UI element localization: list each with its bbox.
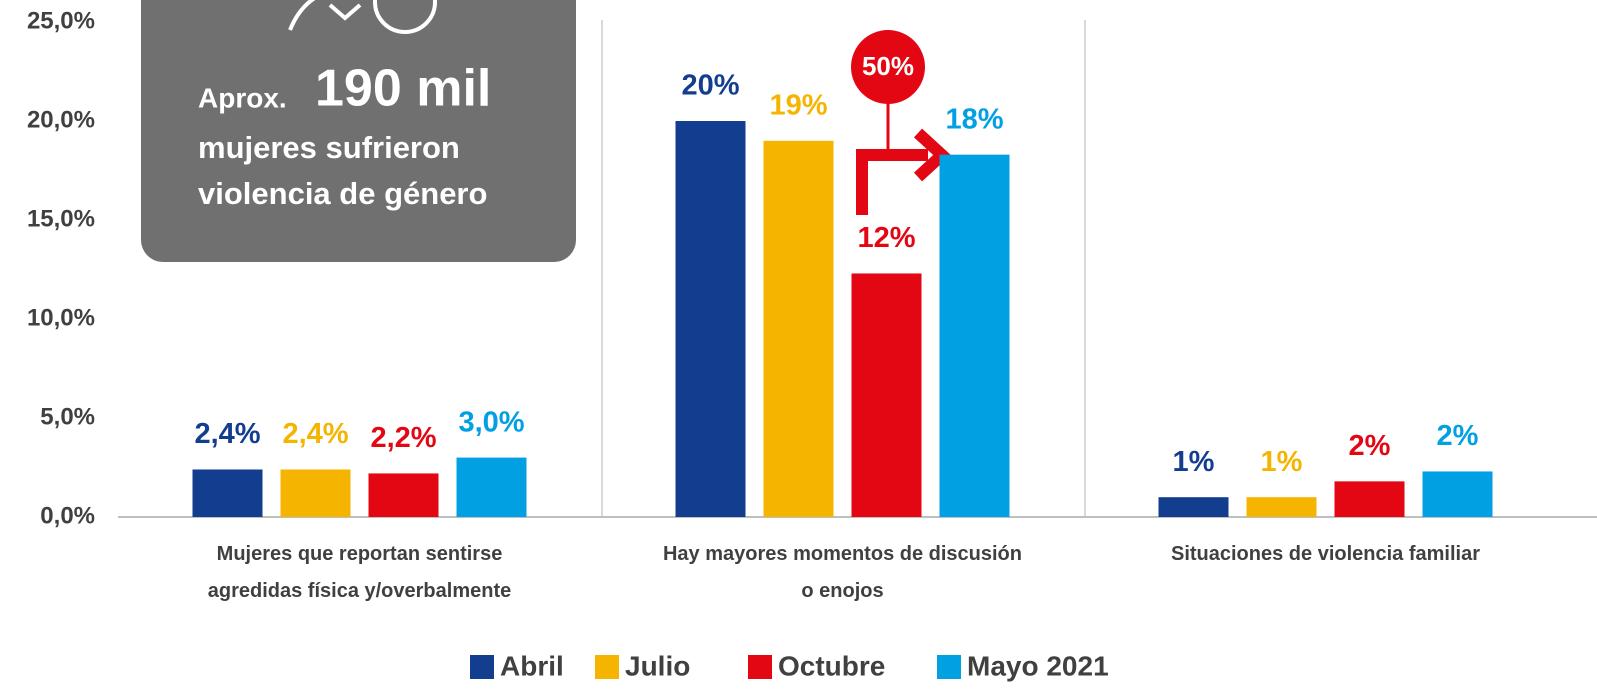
box-prefix: Aprox. <box>198 82 287 113</box>
legend-label: Abril <box>500 650 564 681</box>
value-label: 19% <box>769 89 827 121</box>
bar <box>1334 481 1405 517</box>
bar <box>1246 497 1317 517</box>
value-label: 1% <box>1261 446 1303 478</box>
annotation-circle <box>851 30 925 104</box>
legend-swatch <box>748 655 772 679</box>
icon-stroke <box>288 0 316 31</box>
box-number: 190 mil <box>315 60 491 118</box>
y-tick-label: 20,0% <box>27 106 95 133</box>
box-line: violencia de género <box>198 176 487 211</box>
bar <box>456 457 527 517</box>
value-label: 2,4% <box>282 418 348 450</box>
value-label: 2% <box>1349 430 1391 462</box>
box-line: mujeres sufrieron <box>198 130 460 165</box>
y-tick-label: 25,0% <box>27 7 95 34</box>
legend-swatch <box>470 655 494 679</box>
legend-label: Octubre <box>778 650 885 681</box>
x-tick-label: Situaciones de violencia familiar <box>1171 543 1480 565</box>
y-tick-label: 15,0% <box>27 205 95 232</box>
bar <box>1422 471 1493 517</box>
value-label: 2,2% <box>370 422 436 454</box>
bar <box>368 473 439 517</box>
bar <box>280 469 351 517</box>
bar <box>939 154 1010 517</box>
bar <box>851 273 922 517</box>
value-label: 20% <box>681 70 739 102</box>
annotation-text: 50% <box>862 51 914 81</box>
annotation-arrow <box>856 149 928 215</box>
value-label: 18% <box>945 103 1003 135</box>
legend-swatch <box>595 655 619 679</box>
bar <box>675 121 746 517</box>
value-label: 1% <box>1173 446 1215 478</box>
value-label: 2,4% <box>194 418 260 450</box>
y-tick-label: 0,0% <box>40 502 95 529</box>
value-label: 12% <box>857 222 915 254</box>
legend-label: Julio <box>625 650 690 681</box>
bar <box>763 140 834 518</box>
icon <box>288 0 437 34</box>
icon-circle <box>373 0 437 34</box>
y-tick-label: 10,0% <box>27 304 95 331</box>
bar <box>192 469 263 517</box>
annotation-box <box>141 0 576 262</box>
legend-label: Mayo 2021 <box>967 650 1109 681</box>
bar <box>1158 497 1229 517</box>
value-label: 2% <box>1437 420 1479 452</box>
x-tick-label: Mujeres que reportan sentirse agredidas f… <box>208 543 511 602</box>
value-label: 3,0% <box>458 406 524 438</box>
y-tick-label: 5,0% <box>40 403 95 430</box>
legend-swatch <box>937 655 961 679</box>
icon-stroke <box>328 3 362 21</box>
x-tick-label: Hay mayores momentos de discusión o enojo… <box>663 543 1022 602</box>
